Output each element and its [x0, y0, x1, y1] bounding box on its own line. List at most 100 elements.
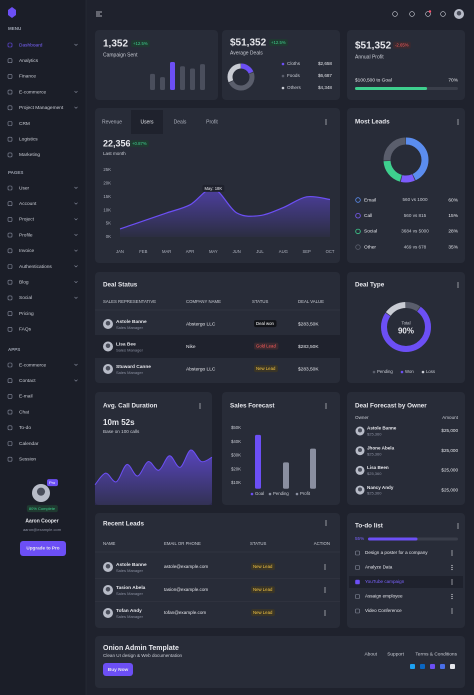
menu-dot[interactable]	[457, 286, 459, 288]
menu-dot[interactable]	[324, 568, 326, 570]
nav-item[interactable]: E-commerce	[19, 89, 47, 95]
menu-dot[interactable]	[325, 119, 327, 121]
menu-dot[interactable]	[325, 403, 327, 405]
social-icon[interactable]	[440, 664, 445, 669]
footer-link[interactable]: Support	[387, 651, 404, 657]
topbar-icon[interactable]	[392, 11, 398, 17]
tab[interactable]: Profit	[206, 119, 218, 125]
menu-dot[interactable]	[451, 550, 453, 552]
menu-dot[interactable]	[325, 123, 327, 125]
menu-dot[interactable]	[324, 564, 326, 566]
nav-item[interactable]: Calendar	[19, 441, 39, 447]
nav-item[interactable]: Contact	[19, 378, 36, 384]
menu-dot[interactable]	[451, 597, 453, 600]
menu-dot[interactable]	[451, 610, 453, 612]
menu-dot[interactable]	[199, 407, 201, 409]
menu-dot[interactable]	[199, 405, 201, 407]
checkbox[interactable]	[355, 579, 360, 585]
menu-dot[interactable]	[324, 587, 326, 589]
menu-dot[interactable]	[457, 284, 459, 286]
checkbox[interactable]	[355, 550, 360, 556]
tab[interactable]: Deals	[174, 119, 187, 125]
tab[interactable]: Revenue	[102, 119, 122, 125]
checkbox[interactable]	[355, 594, 360, 599]
menu-dot[interactable]	[324, 591, 326, 593]
menu-dot[interactable]	[451, 593, 453, 596]
nav-item[interactable]: Chat	[19, 409, 30, 415]
nav-item[interactable]: Project	[19, 217, 35, 223]
menu-dot[interactable]	[451, 579, 453, 581]
menu-dot[interactable]	[324, 589, 326, 591]
buy-button[interactable]	[103, 663, 133, 676]
nav-item[interactable]: Project Management	[19, 105, 64, 111]
social-icon[interactable]	[420, 664, 425, 669]
nav-item[interactable]: Blog	[19, 279, 29, 285]
nav-item[interactable]: Session	[19, 456, 36, 462]
y-tick-label: $40K	[231, 439, 241, 444]
nav-item[interactable]: Dashboard	[19, 42, 43, 48]
nav-item[interactable]: Profile	[19, 232, 33, 238]
buy-button-text[interactable]: Buy Now	[108, 667, 129, 673]
topbar-icon[interactable]	[440, 11, 446, 17]
nav-item[interactable]: Authentications	[19, 264, 52, 270]
nav-item[interactable]: Pricing	[19, 311, 34, 317]
upgrade-button-text[interactable]: Upgrade to Pro	[26, 546, 59, 551]
menu-dot[interactable]	[451, 564, 453, 567]
menu-dot[interactable]	[324, 566, 326, 568]
menu-dot[interactable]	[451, 568, 453, 571]
menu-dot[interactable]	[457, 525, 459, 527]
checkbox[interactable]	[355, 608, 360, 614]
nav-item[interactable]: FAQs	[19, 327, 32, 333]
menu-dot[interactable]	[451, 612, 453, 614]
menu-dot[interactable]	[451, 566, 453, 569]
nav-item[interactable]: E-commerce	[19, 362, 47, 368]
social-icon[interactable]	[450, 664, 455, 669]
menu-dot[interactable]	[325, 407, 327, 409]
nav-item[interactable]: Account	[19, 201, 37, 207]
menu-dot[interactable]	[451, 552, 453, 554]
nav-item[interactable]: To-do	[19, 425, 31, 431]
menu-dot[interactable]	[457, 282, 459, 284]
menu-dot[interactable]	[457, 523, 459, 525]
nav-item[interactable]: User	[19, 185, 30, 191]
menu-dot[interactable]	[325, 524, 327, 526]
menu-dot[interactable]	[451, 608, 453, 610]
menu-dot[interactable]	[199, 403, 201, 405]
menu-dot[interactable]	[325, 522, 327, 524]
topbar-icon[interactable]	[409, 11, 415, 17]
card-title: Deal Status	[103, 282, 138, 289]
menu-dot[interactable]	[324, 610, 326, 612]
social-icon[interactable]	[410, 664, 415, 669]
menu-dot[interactable]	[325, 121, 327, 123]
menu-dot[interactable]	[451, 583, 453, 585]
nav-item[interactable]: Logistics	[19, 136, 38, 142]
checkbox[interactable]	[355, 565, 360, 570]
topbar-icon[interactable]	[425, 11, 431, 17]
tab[interactable]: Users	[140, 119, 154, 125]
badge	[251, 563, 275, 571]
nav-item[interactable]: Social	[19, 295, 32, 301]
menu-dot[interactable]	[457, 119, 459, 121]
nav-item[interactable]: Marketing	[19, 152, 40, 158]
upgrade-button[interactable]	[20, 541, 66, 556]
nav-item[interactable]: Finance	[19, 74, 36, 80]
menu-dot[interactable]	[325, 405, 327, 407]
menu-dot[interactable]	[457, 121, 459, 123]
nav-item[interactable]: Analytics	[19, 58, 39, 64]
menu-dot[interactable]	[324, 612, 326, 614]
card-title: Most Leads	[355, 119, 390, 126]
footer-link[interactable]: About	[364, 651, 377, 657]
menu-dot[interactable]	[457, 123, 459, 125]
menu-dot[interactable]	[451, 554, 453, 556]
menu-dot[interactable]	[451, 595, 453, 598]
menu-dot[interactable]	[451, 581, 453, 583]
nav-item[interactable]: Invoice	[19, 248, 35, 254]
footer-link[interactable]: Terms & Conditions	[415, 651, 457, 657]
menu-dot[interactable]	[325, 520, 327, 522]
menu-dot[interactable]	[324, 614, 326, 616]
menu-dot[interactable]	[457, 527, 459, 529]
badge-text: New Lead	[253, 587, 273, 592]
nav-item[interactable]: E-mail	[19, 394, 33, 400]
nav-item[interactable]: CRM	[19, 121, 30, 127]
social-icon[interactable]	[430, 664, 435, 669]
